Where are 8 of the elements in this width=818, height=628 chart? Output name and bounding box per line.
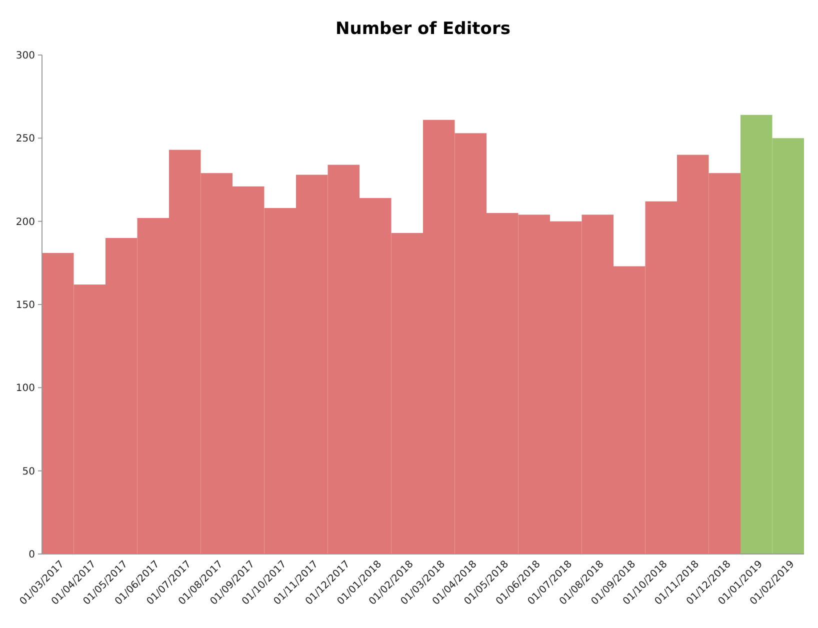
y-tick-label: 200 <box>16 216 35 228</box>
y-tick-label: 50 <box>22 466 35 478</box>
chart-title: Number of Editors <box>336 19 510 39</box>
y-tick-label: 0 <box>28 550 35 560</box>
y-tick-label: 150 <box>16 300 35 311</box>
y-tick-label: 250 <box>16 134 35 145</box>
y-tick-label: 300 <box>16 50 35 62</box>
y-tick-label: 100 <box>16 383 35 394</box>
